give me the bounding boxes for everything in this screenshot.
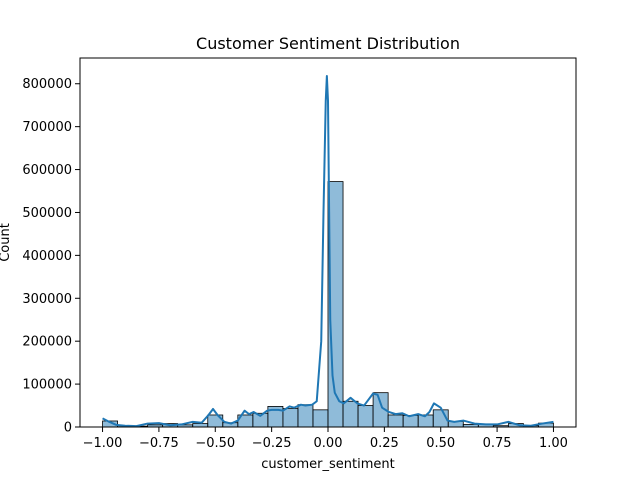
x-tick-label: 0.00 xyxy=(314,436,343,451)
y-axis-ticks: 0 100000 200000 300000 400000 500000 600000 700… xyxy=(22,77,80,436)
y-tick-label: 700000 xyxy=(22,120,72,135)
histogram-bar xyxy=(387,414,404,428)
y-tick-label: 500000 xyxy=(22,206,72,221)
chart-title: Customer Sentiment Distribution xyxy=(196,34,460,53)
histogram-bar xyxy=(297,404,314,428)
x-tick-label: 0.50 xyxy=(426,436,455,451)
kde-line xyxy=(102,75,554,428)
y-tick-label: 300000 xyxy=(22,292,72,307)
histogram-bar xyxy=(312,409,329,428)
histogram-bar xyxy=(357,405,374,428)
x-tick-label: −0.25 xyxy=(252,436,292,451)
y-tick-label: 100000 xyxy=(22,378,72,393)
y-tick-label: 400000 xyxy=(22,249,72,264)
x-tick-label: −1.00 xyxy=(83,436,123,451)
y-tick-label: 800000 xyxy=(22,77,72,92)
y-tick-label: 200000 xyxy=(22,335,72,350)
y-tick-label: 0 xyxy=(64,421,72,436)
x-tick-label: −0.75 xyxy=(139,436,179,451)
histogram-bar xyxy=(342,400,359,428)
histogram-bar xyxy=(192,423,209,428)
histogram-bar xyxy=(402,415,419,428)
y-axis-label: Count xyxy=(0,223,13,262)
x-axis-ticks: −1.00 −0.75 −0.50 −0.25 0.00 0.25 0.50 0.75 1.00 xyxy=(83,427,568,451)
x-tick-label: −0.50 xyxy=(195,436,235,451)
histogram-bars xyxy=(102,181,554,428)
histogram-bar xyxy=(282,408,299,428)
x-tick-label: 0.25 xyxy=(370,436,399,451)
x-tick-label: 1.00 xyxy=(539,436,568,451)
x-tick-label: 0.75 xyxy=(483,436,512,451)
y-tick-label: 600000 xyxy=(22,163,72,178)
x-axis-label: customer_sentiment xyxy=(261,457,394,472)
